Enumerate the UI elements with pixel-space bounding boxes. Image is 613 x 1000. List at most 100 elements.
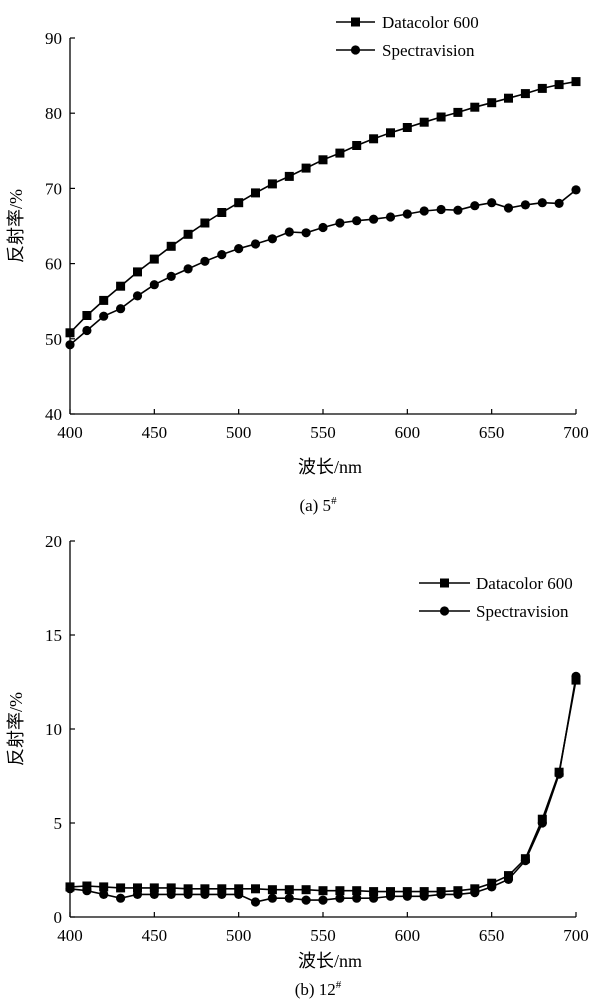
data-point-square	[116, 883, 126, 893]
legend-square-marker	[440, 578, 449, 588]
data-point-circle	[436, 889, 446, 900]
x-tick-label: 600	[395, 926, 421, 945]
data-point-square	[386, 128, 395, 138]
data-point-square	[65, 328, 75, 338]
data-point-square	[251, 188, 260, 198]
x-tick-label: 500	[226, 423, 252, 442]
data-point-square	[82, 881, 92, 891]
data-point-square	[318, 155, 328, 165]
y-tick-label: 40	[45, 405, 62, 424]
data-point-square	[537, 83, 547, 93]
data-point-square	[99, 295, 109, 305]
data-point-circle	[234, 244, 244, 254]
x-tick-label: 400	[57, 423, 83, 442]
data-point-circle	[301, 895, 311, 905]
data-point-square	[149, 883, 159, 893]
data-point-square	[99, 882, 109, 892]
y-tick-label: 60	[45, 255, 62, 274]
data-point-circle	[99, 889, 109, 900]
data-point-circle	[402, 891, 412, 901]
data-point-square	[402, 123, 412, 132]
legend-label: Datacolor 600	[476, 574, 573, 593]
data-point-square	[520, 89, 530, 99]
data-point-circle	[200, 889, 210, 900]
data-point-square	[133, 267, 142, 277]
data-point-square	[369, 134, 379, 144]
data-point-square	[251, 884, 260, 894]
data-point-circle	[301, 228, 311, 238]
data-point-square	[200, 884, 210, 894]
data-point-square	[234, 884, 244, 894]
data-point-circle	[132, 291, 143, 301]
data-point-circle	[166, 271, 176, 281]
data-point-square	[183, 229, 193, 239]
x-tick-label: 650	[479, 926, 505, 945]
data-point-circle	[503, 874, 514, 885]
panel-b-caption: (b) 12#	[295, 979, 342, 999]
data-point-circle	[166, 889, 176, 900]
data-point-circle	[537, 198, 547, 208]
y-tick-label: 15	[45, 626, 62, 645]
legend-square-marker	[351, 17, 360, 27]
data-point-circle	[267, 893, 277, 903]
data-point-circle	[116, 893, 126, 903]
panel-a-chart: (a) 5# 400 450 500 550 600 650 700 40 50 60 70 80 90…	[6, 13, 589, 515]
data-point-circle	[183, 889, 193, 900]
data-point-circle	[537, 818, 547, 828]
data-point-square	[504, 93, 513, 103]
x-tick-label: 550	[310, 423, 336, 442]
data-point-square	[166, 241, 176, 251]
data-point-square	[149, 254, 159, 264]
data-point-square	[200, 218, 210, 228]
y-tick-label: 5	[54, 814, 63, 833]
x-tick-label: 600	[395, 423, 421, 442]
data-point-square	[301, 885, 311, 895]
data-point-circle	[250, 239, 261, 249]
data-point-square	[267, 179, 277, 189]
legend: Datacolor 600 Spectravision	[419, 574, 573, 621]
data-point-circle	[116, 304, 126, 314]
data-point-circle	[217, 250, 227, 260]
x-tick-label: 650	[479, 423, 505, 442]
y-axis-label: 反射率/%	[6, 692, 26, 766]
data-point-square	[217, 208, 227, 217]
data-point-circle	[335, 893, 345, 903]
y-tick-label: 20	[45, 532, 62, 551]
data-point-circle	[352, 216, 362, 226]
y-tick-label: 50	[45, 330, 62, 349]
data-point-circle	[369, 893, 379, 903]
x-axis-label: 波长/nm	[298, 457, 362, 477]
data-point-circle	[453, 889, 463, 900]
data-point-circle	[99, 311, 109, 321]
data-point-square	[436, 112, 446, 122]
data-point-circle	[234, 889, 244, 900]
legend-label: Spectravision	[382, 41, 475, 60]
data-point-square	[352, 886, 362, 896]
data-point-square	[284, 885, 294, 895]
data-point-circle	[284, 893, 294, 903]
data-point-square	[267, 885, 277, 895]
data-point-square	[166, 883, 176, 893]
data-point-square	[183, 884, 193, 894]
data-point-circle	[82, 886, 92, 896]
data-point-circle	[571, 185, 581, 195]
legend: Datacolor 600 Spectravision	[336, 13, 479, 60]
x-tick-label: 550	[310, 926, 336, 945]
data-point-circle	[554, 198, 564, 208]
data-point-square	[487, 98, 497, 108]
y-tick-label: 10	[45, 720, 62, 739]
legend-circle-marker	[350, 45, 361, 55]
data-point-circle	[352, 893, 362, 903]
series-line-2	[69, 676, 577, 903]
y-tick-label: 70	[45, 179, 62, 198]
data-point-circle	[267, 234, 277, 244]
data-point-circle	[470, 201, 480, 211]
data-point-circle	[65, 340, 75, 350]
data-point-square	[217, 884, 227, 894]
data-point-circle	[419, 206, 429, 216]
data-point-square	[386, 887, 395, 897]
data-point-circle	[132, 889, 143, 900]
series-line-2	[69, 189, 577, 346]
data-point-square	[419, 117, 429, 127]
